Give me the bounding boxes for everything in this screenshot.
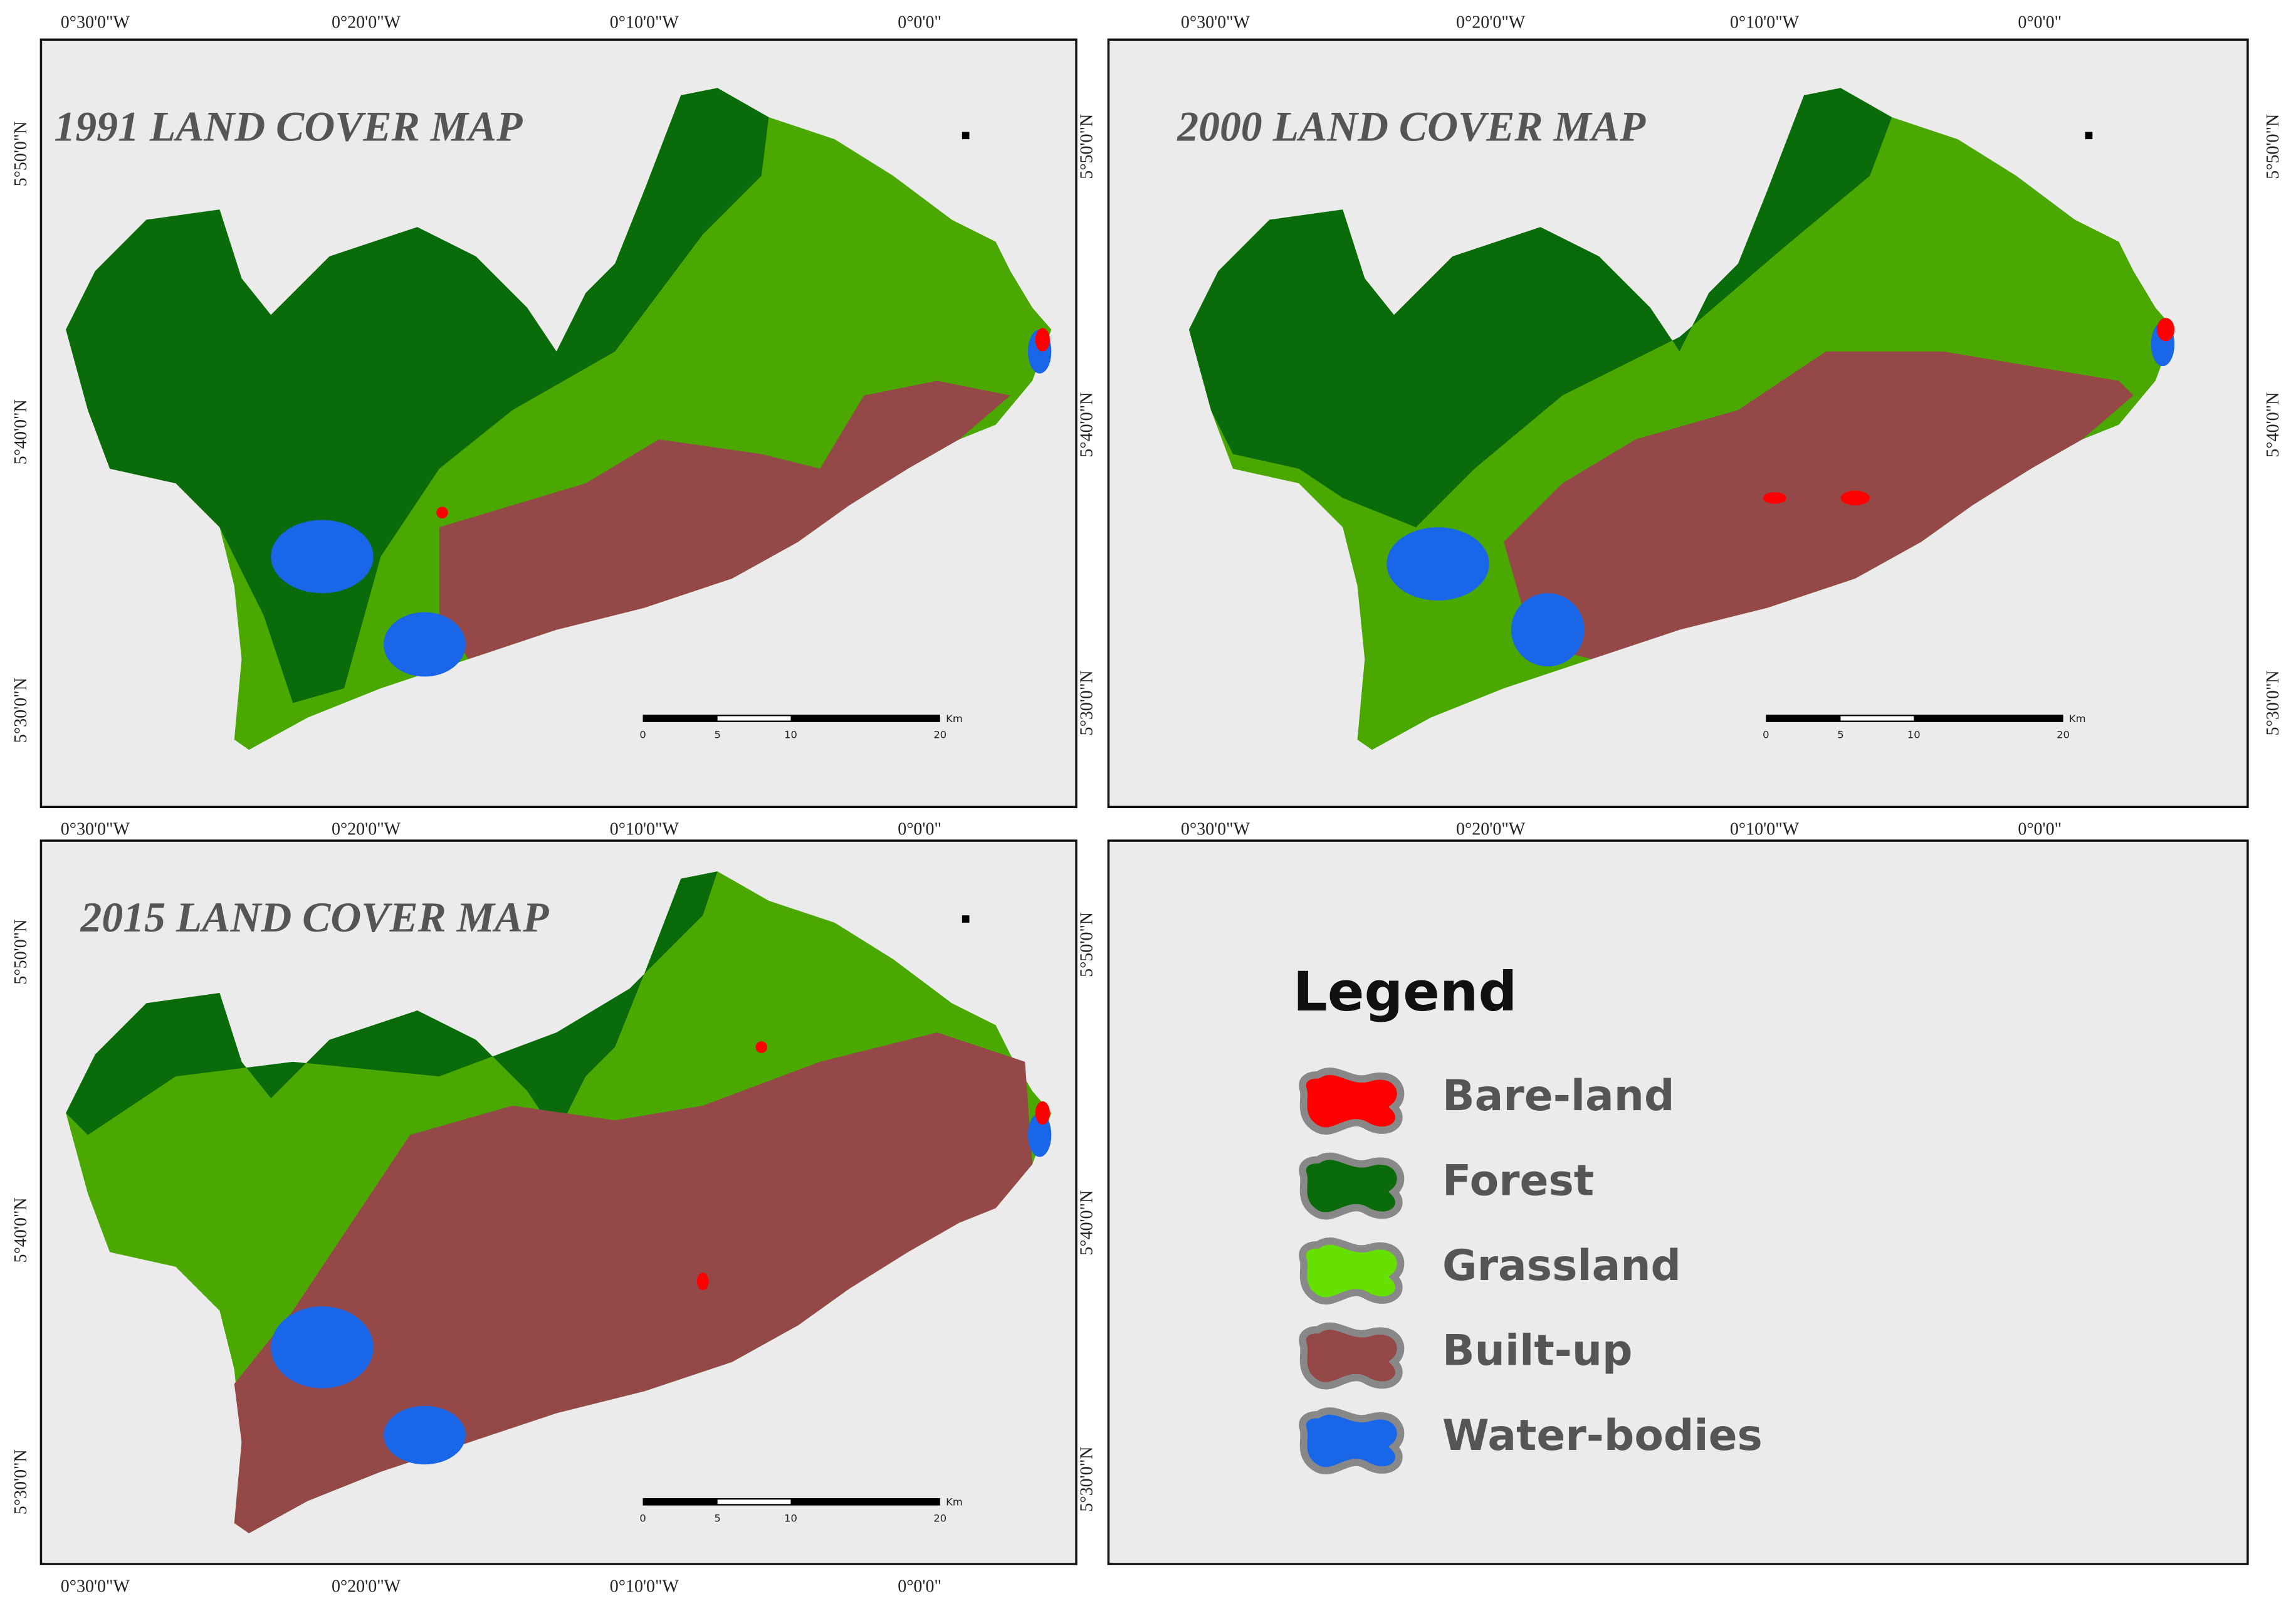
built-up-area — [1504, 351, 2134, 659]
north-marker — [962, 132, 970, 140]
scale-label: 0 — [639, 1512, 646, 1524]
scale-label: 0 — [639, 729, 646, 741]
legend-title: Legend — [1293, 961, 1518, 1024]
land-patch — [1840, 490, 1870, 506]
latitude-label: 5°30'0"N — [2263, 670, 2283, 735]
scale-unit: Km — [2069, 713, 2086, 725]
land-patch — [755, 1041, 768, 1053]
longitude-label: 0°30'0"W — [61, 1577, 130, 1596]
north-marker — [2085, 132, 2093, 140]
legend-label: Bare-land — [1442, 1071, 1674, 1120]
scale-label: 20 — [933, 729, 946, 741]
legend-label: Grassland — [1442, 1241, 1681, 1290]
land-patch — [1387, 527, 1489, 601]
forest-area — [66, 88, 769, 703]
longitude-label: 0°0'0" — [2018, 13, 2062, 33]
land-patch — [271, 520, 374, 594]
scale-unit: Km — [946, 1496, 963, 1508]
land-patch — [1027, 1113, 1052, 1157]
longitude-label: 0°30'0"W — [61, 13, 130, 33]
longitude-label: 0°20'0"W — [1456, 13, 1526, 33]
scale-label: 10 — [784, 1512, 797, 1524]
scale-label: 5 — [714, 729, 720, 741]
legend-swatch — [1299, 1152, 1405, 1220]
land-patch — [1511, 593, 1585, 667]
scale-unit: Km — [946, 713, 963, 725]
scale-label: 20 — [933, 1512, 946, 1524]
longitude-label: 0°30'0"W — [1181, 13, 1250, 33]
legend-swatch — [1299, 1407, 1405, 1475]
built-up-area — [439, 380, 1010, 659]
latitude-label: 5°40'0"N — [2263, 392, 2283, 458]
scale-label: 10 — [1907, 729, 1921, 741]
longitude-label: 0°20'0"W — [332, 820, 401, 839]
forest-area — [1188, 88, 1892, 528]
latitude-label: 5°40'0"N — [1077, 1190, 1097, 1256]
legend-frame — [1107, 839, 2249, 1565]
longitude-label: 0°10'0"W — [1730, 820, 1800, 839]
scale-bar — [1766, 715, 2063, 722]
land-patch — [384, 1405, 466, 1465]
north-marker — [962, 915, 970, 923]
legend-swatch — [1299, 1068, 1405, 1135]
latitude-label: 5°40'0"N — [1077, 392, 1097, 458]
latitude-label: 5°40'0"N — [11, 399, 31, 464]
legend-label: Water-bodies — [1442, 1410, 1763, 1460]
map-title: 2015 LAND COVER MAP — [80, 894, 549, 941]
latitude-label: 5°50'0"N — [2263, 114, 2283, 179]
map-title: 1991 LAND COVER MAP — [54, 103, 523, 150]
scale-bar — [642, 1498, 940, 1506]
land-patch — [1035, 328, 1050, 352]
land-patch — [1035, 1101, 1050, 1125]
legend-label: Forest — [1442, 1155, 1594, 1205]
land-cover-map: 2000 LAND COVER MAP 0 5 10 20 Km — [1177, 88, 2175, 750]
map-title: 2000 LAND COVER MAP — [1177, 103, 1646, 150]
latitude-label: 5°50'0"N — [1077, 114, 1097, 179]
longitude-label: 0°20'0"W — [1456, 820, 1526, 839]
longitude-label: 0°10'0"W — [610, 13, 679, 33]
longitude-label: 0°30'0"W — [1181, 820, 1250, 839]
scale-bar — [642, 715, 940, 722]
latitude-label: 5°30'0"N — [11, 678, 31, 743]
longitude-label: 0°20'0"W — [332, 1577, 401, 1596]
land-patch — [271, 1306, 374, 1388]
longitude-label: 0°0'0" — [898, 1577, 941, 1596]
legend-swatch — [1299, 1322, 1405, 1390]
scale-bar — [717, 1499, 791, 1504]
latitude-label: 5°50'0"N — [1077, 912, 1097, 977]
scale-label: 0 — [1763, 729, 1769, 741]
latitude-label: 5°30'0"N — [1077, 670, 1097, 735]
longitude-label: 0°0'0" — [898, 13, 941, 33]
scale-label: 10 — [784, 729, 797, 741]
longitude-label: 0°20'0"W — [332, 13, 401, 33]
land-patch — [1763, 492, 1787, 504]
scale-label: 5 — [1837, 729, 1843, 741]
longitude-label: 0°0'0" — [2018, 820, 2062, 839]
scale-bar — [717, 716, 791, 721]
longitude-label: 0°0'0" — [898, 820, 941, 839]
legend-swatch — [1299, 1237, 1405, 1305]
land-patch — [384, 612, 466, 677]
scale-bar — [1840, 716, 1914, 721]
legend-label: Built-up — [1442, 1325, 1632, 1375]
scale-label: 5 — [714, 1512, 720, 1524]
forest-area — [66, 871, 718, 1135]
latitude-label: 5°30'0"N — [11, 1449, 31, 1514]
latitude-label: 5°50'0"N — [11, 920, 31, 985]
land-patch — [436, 506, 448, 519]
longitude-label: 0°10'0"W — [1730, 13, 1800, 33]
latitude-label: 5°50'0"N — [11, 121, 31, 186]
land-patch — [2157, 318, 2175, 342]
longitude-label: 0°10'0"W — [610, 1577, 679, 1596]
latitude-label: 5°30'0"N — [1077, 1447, 1097, 1512]
land-patch — [696, 1273, 709, 1291]
latitude-label: 5°40'0"N — [11, 1197, 31, 1262]
scale-label: 20 — [2057, 729, 2070, 741]
longitude-label: 0°30'0"W — [61, 820, 130, 839]
longitude-label: 0°10'0"W — [610, 820, 679, 839]
